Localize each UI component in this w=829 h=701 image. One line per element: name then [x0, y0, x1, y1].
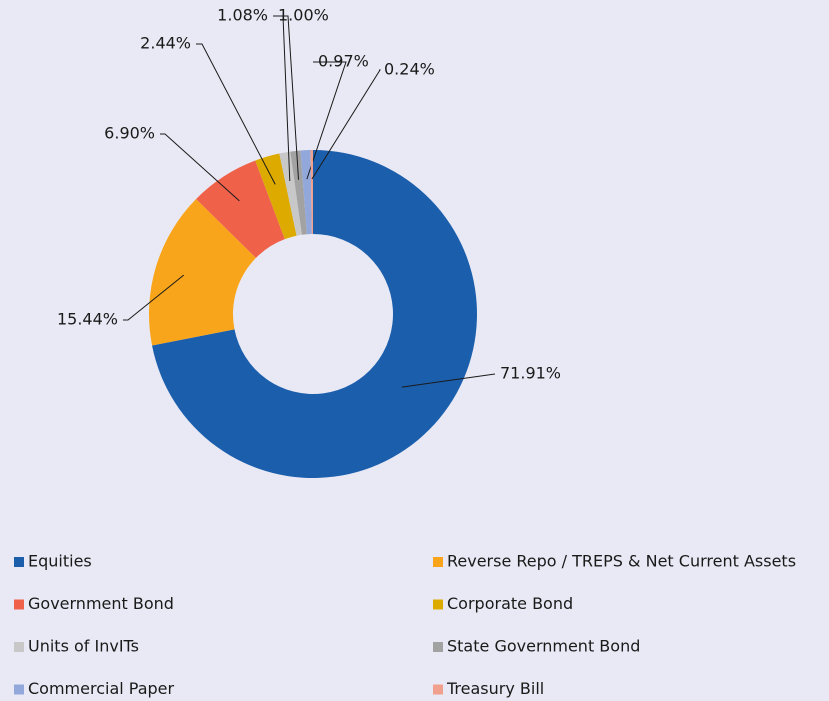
legend-label: Units of InvITs — [28, 637, 139, 656]
legend-swatch — [433, 642, 443, 652]
leader-line — [311, 69, 381, 180]
data-label: 2.44% — [140, 34, 191, 53]
donut-slice — [300, 150, 312, 235]
leader-line — [306, 61, 347, 180]
data-label: 0.24% — [384, 60, 435, 79]
legend-swatch — [14, 684, 24, 695]
legend-swatch — [14, 642, 24, 652]
donut-slice — [290, 150, 307, 235]
legend-swatch — [433, 684, 443, 695]
legend-swatch — [433, 599, 443, 610]
donut-slice — [255, 153, 297, 240]
data-label: 1.00% — [278, 6, 329, 25]
leader-line — [160, 133, 240, 202]
data-label: 1.08% — [217, 6, 268, 25]
legend-swatch — [14, 599, 24, 610]
leader-line — [273, 15, 300, 180]
data-label: 0.97% — [318, 52, 369, 71]
legend-label: Treasury Bill — [446, 679, 544, 698]
legend-label: Equities — [28, 552, 92, 571]
donut-slice — [152, 150, 478, 478]
leader-line — [401, 373, 496, 388]
legend-swatch — [433, 557, 443, 567]
leader-line — [123, 274, 185, 321]
data-label: 71.91% — [500, 364, 561, 383]
legend-label: Reverse Repo / TREPS & Net Current Asset… — [447, 552, 796, 571]
legend-label: State Government Bond — [447, 637, 640, 656]
donut-slice — [310, 150, 313, 235]
donut-slice — [148, 199, 256, 346]
donut-slice — [196, 160, 285, 258]
legend-label: Commercial Paper — [28, 679, 175, 698]
data-label: 6.90% — [104, 124, 155, 143]
data-label: 15.44% — [57, 310, 118, 329]
leader-line — [196, 43, 276, 185]
donut-slice — [279, 151, 302, 236]
legend-label: Corporate Bond — [447, 594, 573, 613]
legend-label: Government Bond — [28, 594, 174, 613]
legend-swatch — [14, 557, 24, 567]
